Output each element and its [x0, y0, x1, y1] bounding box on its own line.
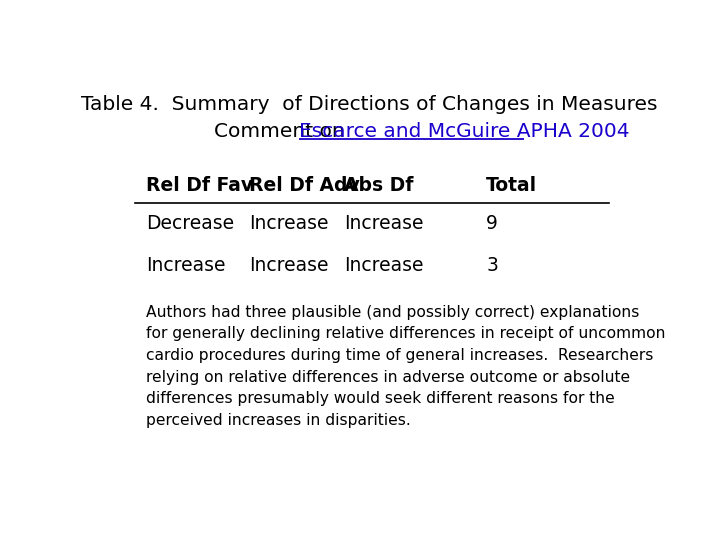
Text: Increase: Increase	[145, 256, 225, 275]
Text: Increase: Increase	[249, 256, 328, 275]
Text: Increase: Increase	[344, 256, 423, 275]
Text: 3: 3	[486, 256, 498, 275]
Text: Table 4.  Summary  of Directions of Changes in Measures: Table 4. Summary of Directions of Change…	[81, 95, 657, 114]
Text: Comment on: Comment on	[215, 122, 351, 141]
Text: 9: 9	[486, 214, 498, 233]
Text: Increase: Increase	[249, 214, 328, 233]
Text: Rel Df Fav: Rel Df Fav	[145, 176, 253, 195]
Text: Abs Df: Abs Df	[344, 176, 413, 195]
Text: relying on relative differences in adverse outcome or absolute: relying on relative differences in adver…	[145, 369, 630, 384]
Text: Rel Df Adv: Rel Df Adv	[249, 176, 360, 195]
Text: perceived increases in disparities.: perceived increases in disparities.	[145, 413, 410, 428]
Text: for generally declining relative differences in receipt of uncommon: for generally declining relative differe…	[145, 326, 665, 341]
Text: Authors had three plausible (and possibly correct) explanations: Authors had three plausible (and possibl…	[145, 305, 639, 320]
Text: Decrease: Decrease	[145, 214, 234, 233]
Text: cardio procedures during time of general increases.  Researchers: cardio procedures during time of general…	[145, 348, 653, 363]
Text: Total: Total	[486, 176, 537, 195]
Text: Escarce and McGuire APHA 2004: Escarce and McGuire APHA 2004	[300, 122, 630, 141]
Text: differences presumably would seek different reasons for the: differences presumably would seek differ…	[145, 391, 615, 406]
Text: Increase: Increase	[344, 214, 423, 233]
